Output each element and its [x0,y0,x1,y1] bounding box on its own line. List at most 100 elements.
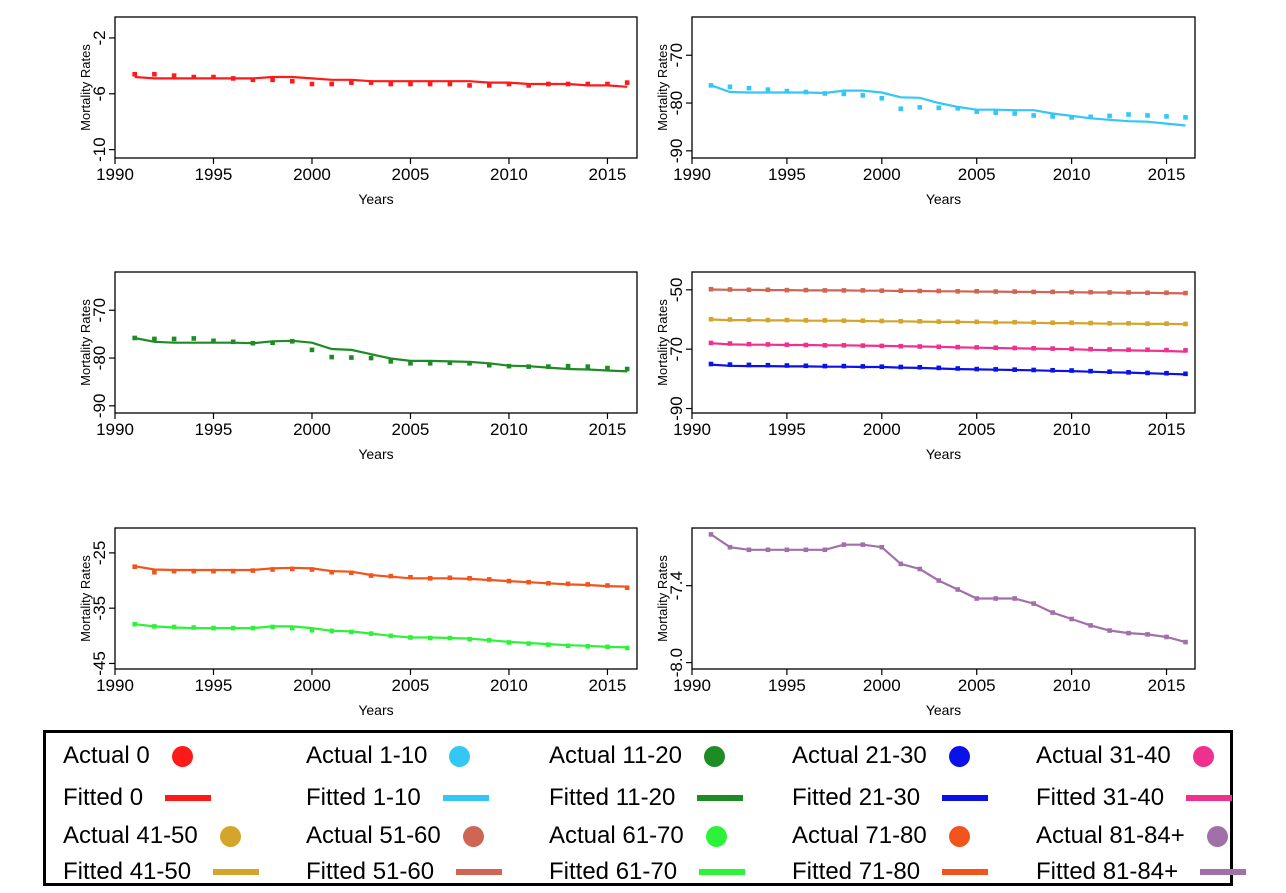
legend-dot-marker [705,825,727,847]
actual-point-81-84+ [955,587,961,592]
actual-point-41-50 [803,318,809,323]
y-axis-label: Mortality Rates [78,44,93,131]
x-tick-label: 1995 [195,676,233,695]
actual-point-41-50 [955,319,961,325]
actual-point-51-60 [822,288,828,293]
actual-point-81-84+ [1145,632,1150,637]
actual-point-1-10 [1164,114,1169,119]
x-tick-label: 2000 [293,420,331,439]
legend-item: Fitted 11-20 [549,780,744,816]
actual-point-1-10 [746,85,752,91]
actual-point-51-60 [1183,290,1188,296]
legend-item: Actual 0 [63,738,193,774]
actual-point-1-10 [1050,114,1055,119]
actual-point-31-40 [1069,346,1074,352]
x-tick-label: 2010 [1053,165,1091,184]
x-tick-label: 1990 [96,165,134,184]
fitted-line-1-10 [710,84,1186,127]
actual-point-81-84+ [708,532,714,537]
actual-point-51-60 [708,286,714,292]
y-tick-label: -2 [90,30,109,45]
fitted-line-11-20 [134,336,628,373]
actual-point-31-40 [803,342,809,348]
actual-point-81-84+ [841,542,847,547]
legend-line-marker [942,795,989,801]
actual-point-11-20 [447,360,453,366]
actual-point-51-60 [746,287,752,293]
x-axis-label: Years [926,191,961,207]
actual-point-11-20 [250,340,256,346]
x-tick-label: 2015 [1148,165,1186,184]
fitted-line-51-60 [710,288,1186,295]
legend-line-marker [697,795,744,801]
actual-point-1-10 [1145,113,1150,118]
x-tick-label: 1995 [768,676,806,695]
actual-point-81-84+ [860,542,866,547]
actual-point-81-84+ [727,544,733,550]
actual-point-61-70 [467,636,472,642]
actual-point-71-80 [624,585,630,591]
legend-item: Fitted 0 [63,780,212,816]
legend-item: Fitted 1-10 [306,780,489,816]
actual-point-0 [388,81,394,87]
actual-point-61-70 [585,644,591,649]
x-tick-label: 2015 [589,165,627,184]
actual-point-21-30 [993,367,998,372]
actual-point-0 [526,83,531,88]
actual-point-41-50 [974,319,980,325]
actual-point-51-60 [955,288,961,294]
actual-point-0 [408,81,413,87]
actual-point-0 [486,83,492,88]
actual-point-61-70 [447,635,453,641]
legend-line-marker [699,869,746,875]
actual-point-21-30 [803,363,809,369]
x-tick-label: 1995 [768,165,806,184]
actual-point-1-10 [898,106,904,112]
actual-point-51-60 [1069,289,1074,295]
actual-point-81-84+ [1012,596,1017,601]
actual-point-61-70 [408,635,413,640]
actual-point-11-20 [152,336,157,342]
actual-point-11-20 [624,366,630,372]
actual-point-11-20 [270,340,275,346]
actual-point-11-20 [585,364,591,369]
legend-dot-marker [449,745,471,767]
actual-point-11-20 [132,335,137,341]
y-tick-label: -80 [667,91,686,116]
actual-point-61-70 [250,625,256,631]
actual-point-41-50 [860,318,866,323]
y-tick-label: -25 [90,541,109,566]
actual-point-61-70 [526,641,531,646]
y-tick-label: -45 [90,651,109,676]
x-tick-label: 2010 [1053,676,1091,695]
actual-point-21-30 [765,362,771,368]
actual-point-0 [250,77,256,83]
actual-point-0 [585,81,591,87]
x-axis-label: Years [926,446,961,462]
actual-point-11-20 [191,336,197,341]
actual-point-31-40 [1012,345,1017,351]
x-tick-label: 1990 [673,676,711,695]
x-tick-label: 2010 [490,165,528,184]
actual-point-21-30 [841,363,847,369]
actual-point-51-60 [784,287,790,293]
actual-point-71-80 [605,583,610,588]
x-tick-label: 2005 [392,676,430,695]
actual-point-21-30 [917,364,923,370]
actual-point-31-40 [1164,347,1169,353]
actual-point-41-50 [1088,320,1093,326]
fitted-line-0 [134,75,628,88]
actual-point-0 [230,76,236,81]
actual-point-1-10 [879,95,885,101]
actual-point-81-84+ [1107,628,1112,633]
actual-point-31-40 [822,343,828,348]
legend-item: Actual 51-60 [306,818,484,854]
actual-point-1-10 [822,91,828,96]
y-tick-label: -70 [667,337,686,362]
actual-point-81-84+ [1183,639,1188,645]
actual-point-51-60 [898,288,904,294]
actual-point-21-30 [746,362,752,368]
actual-point-11-20 [368,355,374,361]
actual-point-0 [368,80,374,85]
actual-point-81-84+ [1031,601,1036,606]
